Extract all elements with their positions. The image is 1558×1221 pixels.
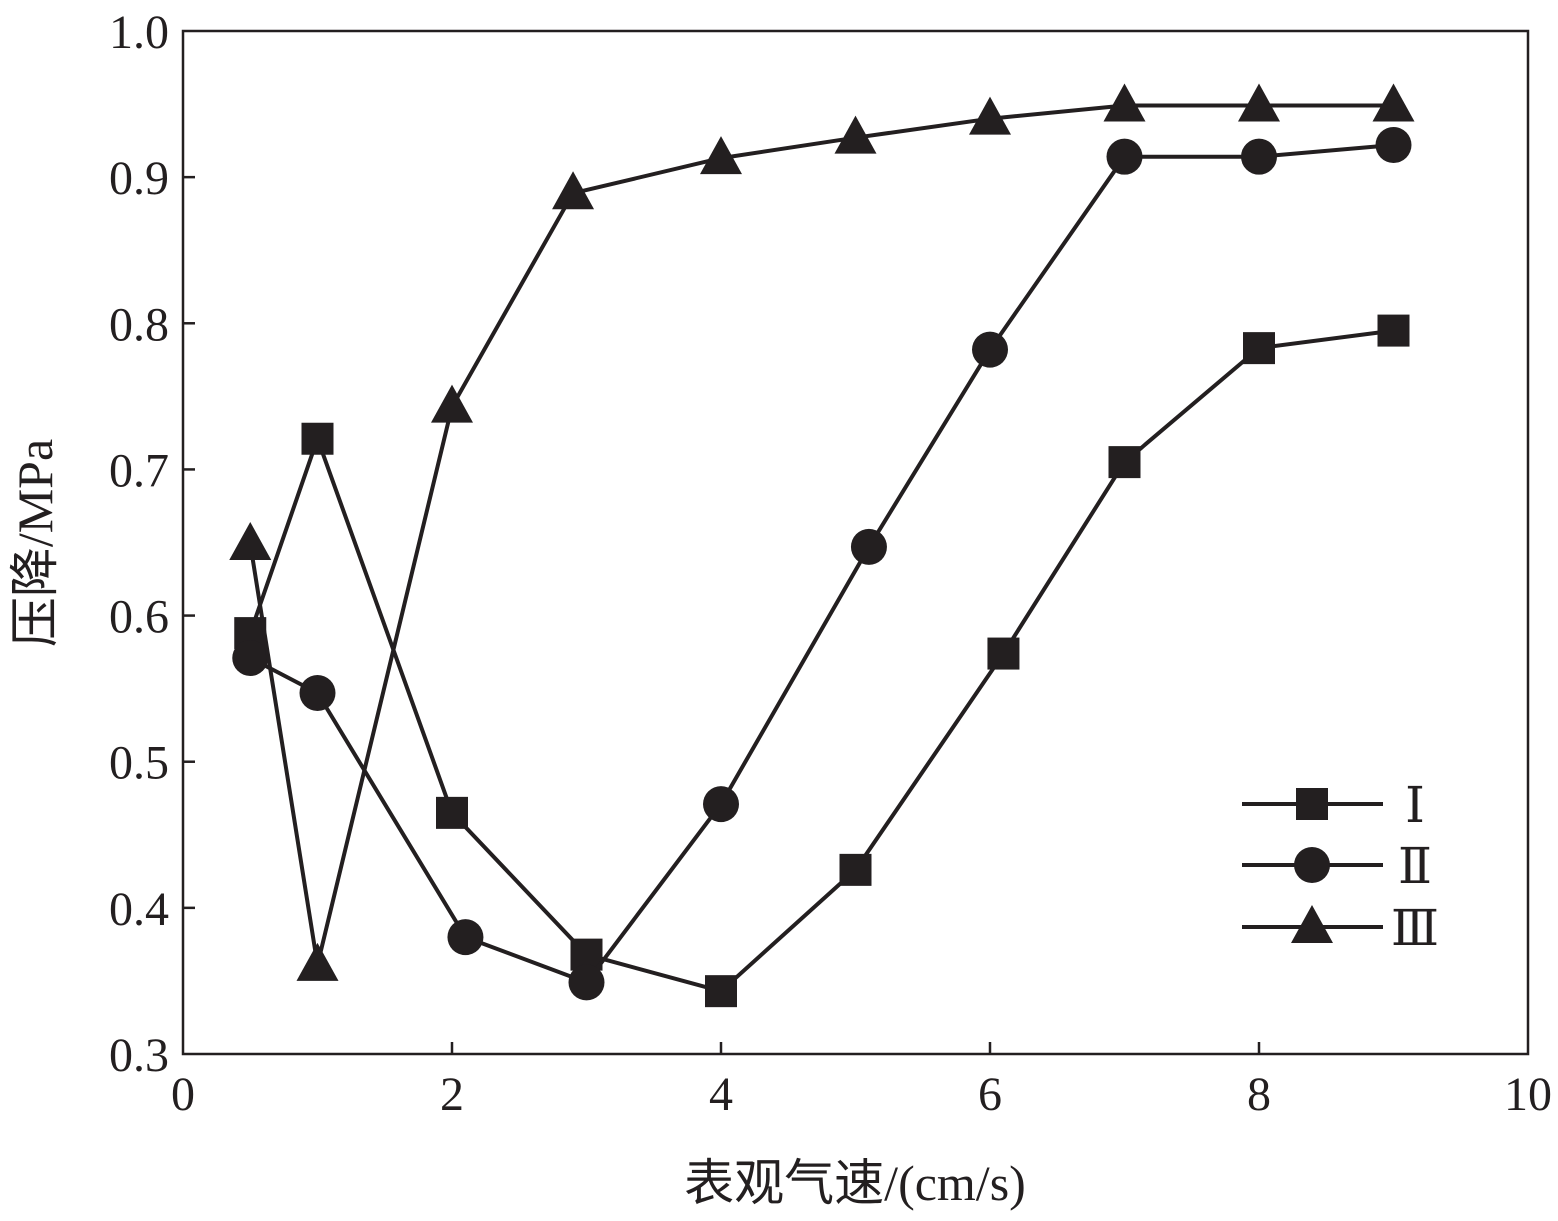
y-tick-label: 0.9 <box>109 152 169 205</box>
series-3-point <box>296 942 339 981</box>
series-1-point <box>705 975 737 1008</box>
series-2-point <box>299 675 336 712</box>
series-1-line <box>248 328 1394 994</box>
x-axis-title: 表观气速/(cm/s) <box>684 1155 1026 1211</box>
series-1-point <box>301 422 334 455</box>
series-2-point <box>850 528 887 565</box>
y-tick-label: 0.6 <box>109 591 169 644</box>
series-2-point <box>447 919 484 956</box>
series-3-point <box>1103 83 1146 122</box>
series-1-point <box>1243 332 1275 365</box>
legend-marker <box>1294 847 1330 883</box>
series-3-point <box>969 96 1011 135</box>
series-1-point <box>987 637 1020 670</box>
series-3-point <box>1238 83 1280 122</box>
series-3 <box>229 83 1415 981</box>
series-1-point <box>1108 446 1141 479</box>
series-layer <box>229 83 1415 1008</box>
x-tick-label: 6 <box>978 1068 1002 1121</box>
y-tick-label: 1.0 <box>109 6 169 59</box>
y-axis-title: 压降/MPa <box>7 439 63 647</box>
legend-item-2: Ⅱ <box>1242 838 1432 894</box>
series-2-point <box>232 639 269 676</box>
plot-frame <box>181 29 1530 1056</box>
legend-label: Ⅲ <box>1391 900 1439 956</box>
x-tick-label: 8 <box>1247 1068 1271 1121</box>
legend: ⅠⅡ Ⅲ <box>1242 777 1439 956</box>
y-tick-label: 0.3 <box>109 1029 169 1082</box>
axes: 0 2 4 6 8 10 0.3 0.4 0.5 0.6 0.7 0.8 0.9 1.0 <box>109 6 1552 1121</box>
x-tick-label: 10 <box>1504 1068 1552 1121</box>
series-2 <box>232 126 1412 1001</box>
series-1-point <box>839 853 872 886</box>
y-tick-label: 0.8 <box>109 298 169 351</box>
series-2-point <box>568 964 605 1001</box>
series-2-point <box>703 786 739 823</box>
x-tick-label: 2 <box>440 1068 464 1121</box>
legend-item-1: Ⅰ <box>1242 777 1425 833</box>
series-3-line <box>248 103 1394 967</box>
series-3-point <box>552 171 595 210</box>
legend-marker <box>1291 905 1333 943</box>
legend-label: Ⅰ <box>1405 777 1425 833</box>
y-tick-label: 0.5 <box>109 737 169 790</box>
x-tick-label: 0 <box>171 1068 195 1121</box>
series-2-line <box>249 143 1394 985</box>
series-1 <box>234 314 1410 1008</box>
series-2-point <box>1241 138 1277 175</box>
series-3-point <box>229 521 272 560</box>
legend-marker <box>1296 788 1328 820</box>
series-1-point <box>436 796 468 829</box>
series-3-point <box>700 136 742 175</box>
legend-label: Ⅱ <box>1398 838 1432 894</box>
y-tick-label: 0.4 <box>109 883 169 936</box>
series-3-point <box>1372 83 1415 122</box>
y-tick-label: 0.7 <box>109 444 169 497</box>
series-2-point <box>1106 138 1143 175</box>
x-tick-label: 4 <box>709 1068 733 1121</box>
legend-item-3: Ⅲ <box>1242 900 1439 956</box>
series-3-point <box>431 384 473 423</box>
series-2-point <box>972 331 1008 368</box>
series-1-point <box>1377 314 1410 347</box>
series-2-point <box>1375 126 1412 163</box>
series-3-point <box>834 115 877 154</box>
